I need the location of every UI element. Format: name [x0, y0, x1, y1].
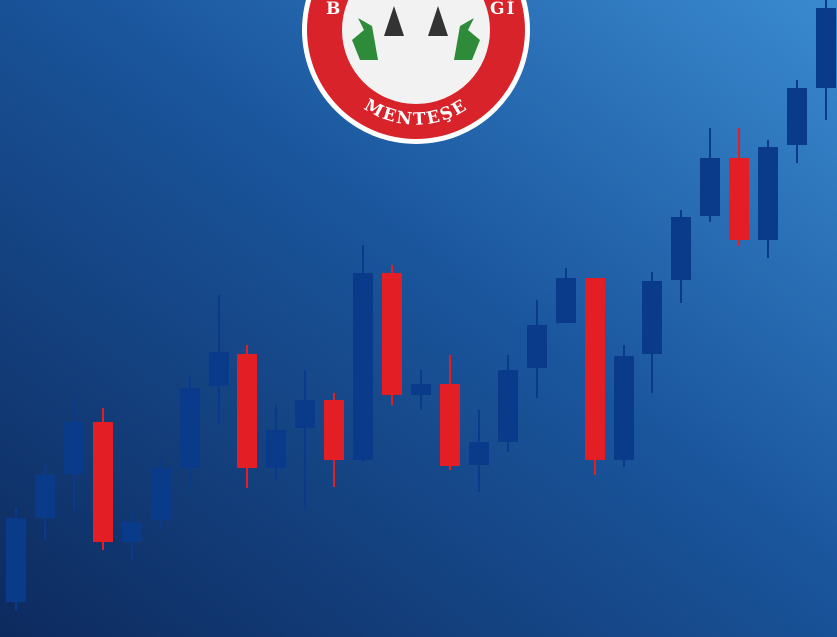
candle-body [353, 273, 373, 460]
candle-body [93, 422, 113, 542]
candle-body [35, 475, 55, 518]
candle-body [151, 468, 171, 520]
candle-body [671, 217, 691, 280]
candle-body [816, 8, 836, 88]
candle-body [469, 442, 489, 465]
candle-body [266, 430, 286, 468]
candle-body [700, 158, 720, 216]
candle-body [585, 278, 605, 460]
logo-figure [428, 6, 448, 36]
candle-body [122, 522, 142, 542]
candle-body [729, 158, 749, 240]
candle-body [527, 325, 547, 368]
candle-body [295, 400, 315, 428]
candle-body [614, 356, 634, 460]
logo-leaf [352, 18, 378, 60]
logo: B Gİ MENTEŞE [302, 0, 530, 144]
candle-body [642, 281, 662, 354]
candle-body [64, 422, 84, 474]
candle-body [6, 518, 26, 602]
logo-arc-right: Gİ [490, 0, 516, 19]
candle-body [556, 278, 576, 323]
candle-body [237, 354, 257, 468]
candle-body [498, 370, 518, 442]
candle-body [382, 273, 402, 395]
candle-body [440, 384, 460, 466]
candle-body [180, 388, 200, 468]
candle-body [209, 352, 229, 386]
logo-arc-left: B [326, 0, 342, 19]
candle-body [758, 147, 778, 240]
logo-leaf [454, 18, 480, 60]
candle-body [324, 400, 344, 460]
logo-figure [384, 6, 404, 36]
candlestick-graphic [6, 0, 836, 610]
candle-body [411, 384, 431, 395]
candle-body [787, 88, 807, 145]
logo-center [342, 0, 490, 104]
